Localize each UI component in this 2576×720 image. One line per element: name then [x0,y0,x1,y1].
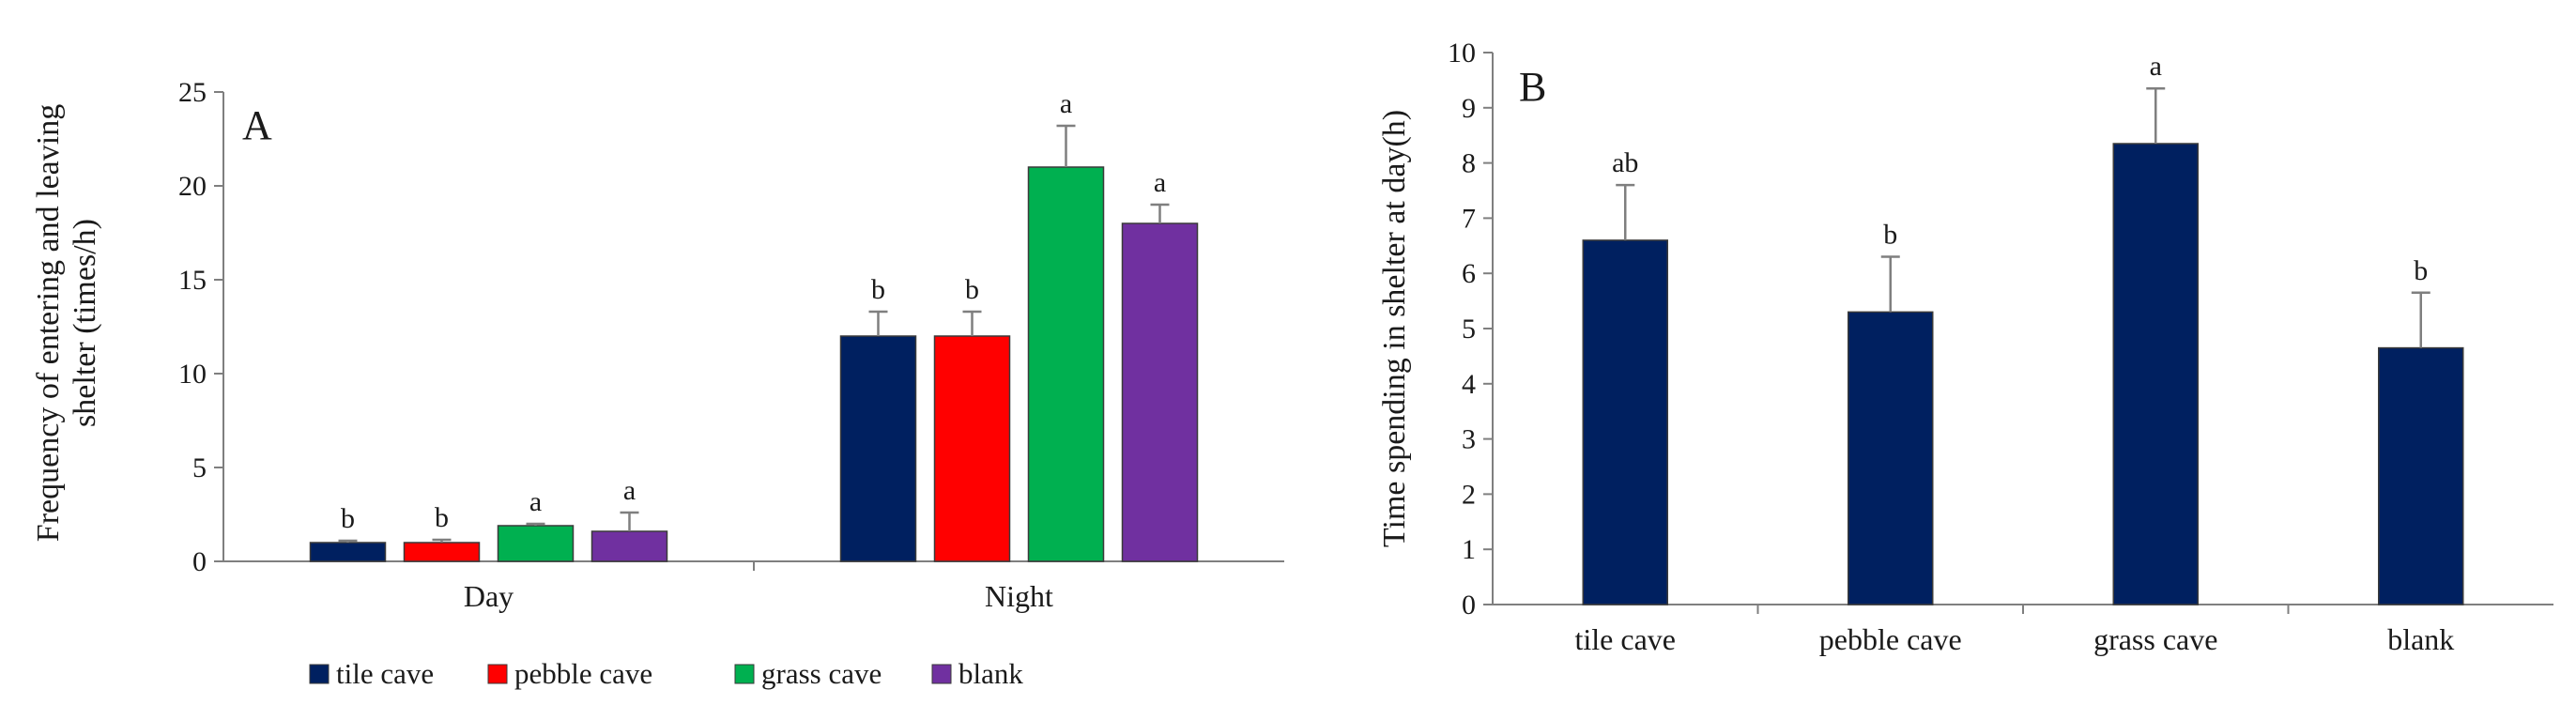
panel-a-bar [1027,166,1105,562]
panel-b-y-tick-label: 2 [1462,479,1476,510]
panel-b-bar [1582,239,1668,605]
panel-b-y-tick-label: 1 [1462,534,1476,565]
panel-b-significance-label: b [1883,220,1897,251]
panel-a-bar [309,542,387,562]
panel-b-y-tick-label: 6 [1462,258,1476,289]
panel-b-y-tick-label: 0 [1462,590,1476,620]
panel-b-category-label: tile cave [1575,622,1676,656]
panel-b-ylabel: Time spending in shelter at day(h) [1377,110,1412,547]
legend-label: pebble cave [514,657,652,690]
panel-a-y-tick-label: 25 [178,77,207,108]
panel-b-y-tick-label: 7 [1462,203,1476,234]
panel-a-bar [839,335,917,562]
panel-b-y-tick-label: 4 [1462,369,1476,400]
panel-b-y-tick-label: 8 [1462,148,1476,179]
panel-a-category-label: Night [985,579,1053,613]
panel-b-y-tick-label: 9 [1462,93,1476,124]
panel-a-y-tick-label: 0 [192,546,207,577]
panel-b-significance-label: b [2414,255,2428,286]
panel-b-bar [2378,346,2464,605]
panel-a-y-tick-label: 20 [178,171,207,202]
panel-b-category-label: pebble cave [1819,622,1962,656]
panel-a-significance-label: a [1154,167,1166,198]
panel-b-category-label: grass cave [2093,622,2217,656]
panel-b-chart: B Time spending in shelter at day(h) 0 1 2… [1377,38,2553,656]
panel-a-significance-label: a [529,486,542,517]
panel-a-significance-label: b [341,503,355,534]
panel-a-category-label: Day [464,579,514,613]
panel-a-ylabel-line-2: shelter (times/h) [68,219,102,427]
panel-b-y-tick-label: 5 [1462,314,1476,345]
legend-swatch [931,664,952,684]
panel-b-significance-label: a [2150,51,2162,82]
panel-a-bar [1121,222,1199,562]
legend-label: blank [958,657,1023,690]
panel-a-significance-label: b [965,274,979,305]
panel-a-bar [497,525,575,562]
panel-a-significance-label: a [623,475,636,506]
panel-a-significance-label: a [1060,88,1072,119]
legend-label: grass cave [761,657,882,690]
panel-a-ylabel-line-1: Frequency of entering and leaving [31,104,66,542]
panel-a-y-tick-label: 10 [178,359,207,390]
panel-b-y-tick-label: 10 [1448,38,1476,69]
panel-a-bar [590,530,668,562]
panel-b-label: B [1519,64,1546,110]
panel-a-significance-label: b [871,274,885,305]
panel-a-y-tick-label: 5 [192,452,207,483]
legend: tile cave pebble cave grass cave blank [309,657,1023,690]
panel-a-chart: A Frequency of entering and leaving shel… [31,77,1284,613]
legend-label: tile cave [336,657,434,690]
panel-a-bar [933,335,1011,562]
legend-swatch [734,664,755,684]
panel-a-significance-label: b [435,502,449,533]
panel-a-y-tick-label: 15 [178,265,207,296]
panel-b-bar [1848,311,1934,605]
panel-a-bar [403,542,481,562]
panel-b-bar [2112,143,2199,605]
panel-b-category-label: blank [2387,622,2454,656]
panel-b-y-tick-label: 3 [1462,424,1476,455]
panel-b-significance-label: ab [1612,147,1638,178]
panel-a-label: A [242,102,272,148]
legend-swatch [487,664,508,684]
legend-swatch [309,664,330,684]
